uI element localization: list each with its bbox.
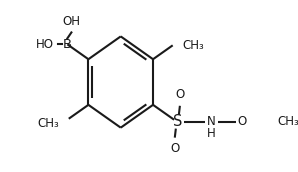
Text: B: B	[63, 38, 72, 51]
Text: CH₃: CH₃	[277, 115, 298, 128]
Text: CH₃: CH₃	[182, 39, 204, 52]
Text: OH: OH	[62, 15, 80, 28]
Text: O: O	[170, 142, 179, 155]
Text: H: H	[207, 127, 216, 140]
Text: N: N	[207, 115, 216, 128]
Text: CH₃: CH₃	[37, 117, 59, 130]
Text: O: O	[175, 88, 184, 101]
Text: HO: HO	[36, 38, 54, 51]
Text: S: S	[173, 114, 182, 129]
Text: O: O	[238, 115, 247, 128]
